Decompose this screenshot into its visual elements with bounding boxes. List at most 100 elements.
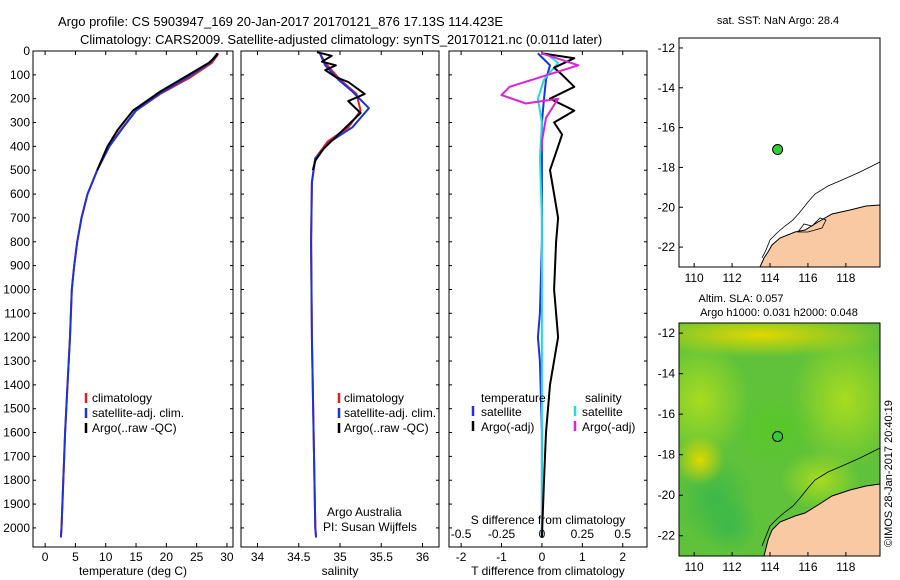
map-x-tick-label: 112 — [723, 271, 742, 285]
difference-legend: temperature salinity satellite Argo(-adj… — [471, 391, 635, 434]
sst-map-title: sat. SST: NaN Argo: 28.4 — [717, 15, 839, 27]
depth-tick-label: 1800 — [3, 473, 30, 487]
salinity-panel — [240, 50, 440, 548]
map-x-tick-label: 118 — [836, 271, 855, 285]
depth-tick-label: 900 — [10, 259, 30, 273]
series-line-satellite-adj-clim- — [310, 51, 370, 538]
x-tick-label: 36 — [416, 550, 430, 564]
x-tick-label: -2 — [456, 550, 467, 564]
series-line-argo-raw-qc- — [311, 51, 366, 171]
x-tick-label: 30 — [220, 550, 234, 564]
depth-axis: 0 100 200 300 400 500 600 700 800 900 1000 1100 1200… — [3, 44, 647, 535]
legend-label-argo: Argo(..raw -QC) — [344, 421, 429, 435]
series-line-t-argo-adj- — [540, 52, 576, 538]
sst-map-frame — [678, 37, 881, 268]
map-y-tick-label: -20 — [658, 200, 676, 214]
sst-map — [679, 38, 880, 267]
depth-tick-label: 2000 — [3, 521, 30, 535]
sla-blob — [730, 390, 820, 470]
series-line-satellite-adj-clim- — [59, 52, 218, 538]
title-line-2: Climatology: CARS2009. Satellite-adjuste… — [80, 32, 602, 47]
sst-map-land — [759, 204, 880, 267]
map-y-tick-label: -22 — [658, 529, 676, 543]
series-line-argo-raw-qc- — [96, 53, 219, 171]
x-tick-label: 20 — [160, 550, 174, 564]
temperature-xlabel: temperature (deg C) — [79, 564, 187, 578]
sst-map-axis: 110 112 114 116 118 -12 -14 -16 -18 -20 -22 — [658, 41, 856, 285]
depth-tick-label: 1600 — [3, 426, 30, 440]
depth-tick-label: 1000 — [3, 282, 30, 296]
depth-tick-label: 100 — [10, 68, 30, 82]
sla-map-argo-position — [772, 430, 784, 442]
pi-label: PI: Susan Wijffels — [323, 520, 417, 534]
temperature-series — [59, 52, 220, 538]
sla-map-title-2: Argo h1000: 0.031 h2000: 0.048 — [700, 307, 858, 319]
legend-heading-temperature: temperature — [481, 391, 546, 405]
x-tick-label: 34 — [251, 550, 265, 564]
map-y-tick-label: -12 — [658, 41, 676, 55]
timestamp-label: ©IMOS 28-Jan-2017 20:40:19 — [883, 400, 895, 547]
argo-position-marker — [772, 430, 784, 442]
x-tick-label: 1 — [579, 550, 586, 564]
x-tick-label: 35.5 — [370, 550, 394, 564]
depth-tick-label: 300 — [10, 116, 30, 130]
map-x-tick-label: 116 — [798, 271, 817, 285]
sla-map-land — [763, 483, 880, 556]
legend-label-climatology: climatology — [344, 391, 404, 405]
title-line-1: Argo profile: CS 5903947_169 20-Jan-2017… — [58, 14, 503, 29]
sla-map-isobath — [761, 447, 880, 547]
x-tick-label: 15 — [129, 550, 143, 564]
sst-map-argo-position — [772, 144, 784, 156]
x-tick-label: 25 — [190, 550, 204, 564]
temperature-panel — [32, 50, 234, 548]
salinity-series — [310, 51, 370, 538]
map-y-tick-label: -14 — [658, 367, 676, 381]
legend-label-climatology: climatology — [92, 391, 152, 405]
legend-label-argo: Argo(..raw -QC) — [92, 421, 177, 435]
x-tick-label: 0 — [42, 550, 49, 564]
map-y-tick-label: -18 — [658, 448, 676, 462]
sla-blob — [679, 435, 725, 485]
sla-map-frame — [678, 322, 881, 557]
depth-tick-label: 200 — [10, 92, 30, 106]
legend-heading-salinity: salinity — [585, 391, 622, 405]
x-tick-label: -1 — [496, 550, 507, 564]
sla-map-title-1: Altim. SLA: 0.057 — [699, 293, 784, 305]
sla-map-axis: 110 112 114 116 118 -12 -14 -16 -18 -20 -22 — [658, 326, 856, 574]
s-tick-label: 0.25 — [571, 527, 595, 541]
depth-tick-label: 1400 — [3, 378, 30, 392]
map-x-tick-label: 110 — [685, 560, 704, 574]
depth-tick-label: 1500 — [3, 402, 30, 416]
agency-label: Argo Australia — [327, 505, 402, 519]
sst-map-islands — [797, 217, 827, 233]
map-y-tick-label: -18 — [658, 160, 676, 174]
legend-label-t-satellite: satellite — [481, 405, 522, 419]
map-y-tick-label: -22 — [658, 240, 676, 254]
depth-tick-label: 1900 — [3, 497, 30, 511]
series-line-climatology — [59, 52, 220, 538]
argo-position-marker — [772, 144, 784, 156]
depth-tick-label: 0 — [23, 44, 30, 58]
map-y-tick-label: -14 — [658, 81, 676, 95]
map-y-tick-label: -16 — [658, 407, 676, 421]
x-tick-label: 2 — [619, 550, 626, 564]
map-x-tick-label: 112 — [723, 560, 742, 574]
s-tick-label: -0.25 — [488, 527, 516, 541]
map-x-tick-label: 114 — [760, 560, 779, 574]
x-tick-label: 34.5 — [287, 550, 311, 564]
difference-series — [500, 52, 580, 538]
depth-tick-label: 1700 — [3, 449, 30, 463]
map-y-tick-label: -16 — [658, 121, 676, 135]
x-tick-label: 10 — [99, 550, 113, 564]
s-tick-label: 0.5 — [614, 527, 631, 541]
s-tick-label: -0.5 — [451, 527, 472, 541]
x-tick-label: 0 — [539, 550, 546, 564]
salinity-legend: climatology satellite-adj. clim. Argo(..… — [337, 391, 436, 435]
x-tick-label: 35 — [333, 550, 347, 564]
temperature-axis: 0 5 10 15 20 25 30 — [42, 51, 234, 564]
map-y-tick-label: -20 — [658, 488, 676, 502]
series-line-s-satellite — [536, 52, 560, 538]
series-line-s-argo-adj- — [500, 52, 580, 152]
sla-blob — [702, 497, 758, 553]
